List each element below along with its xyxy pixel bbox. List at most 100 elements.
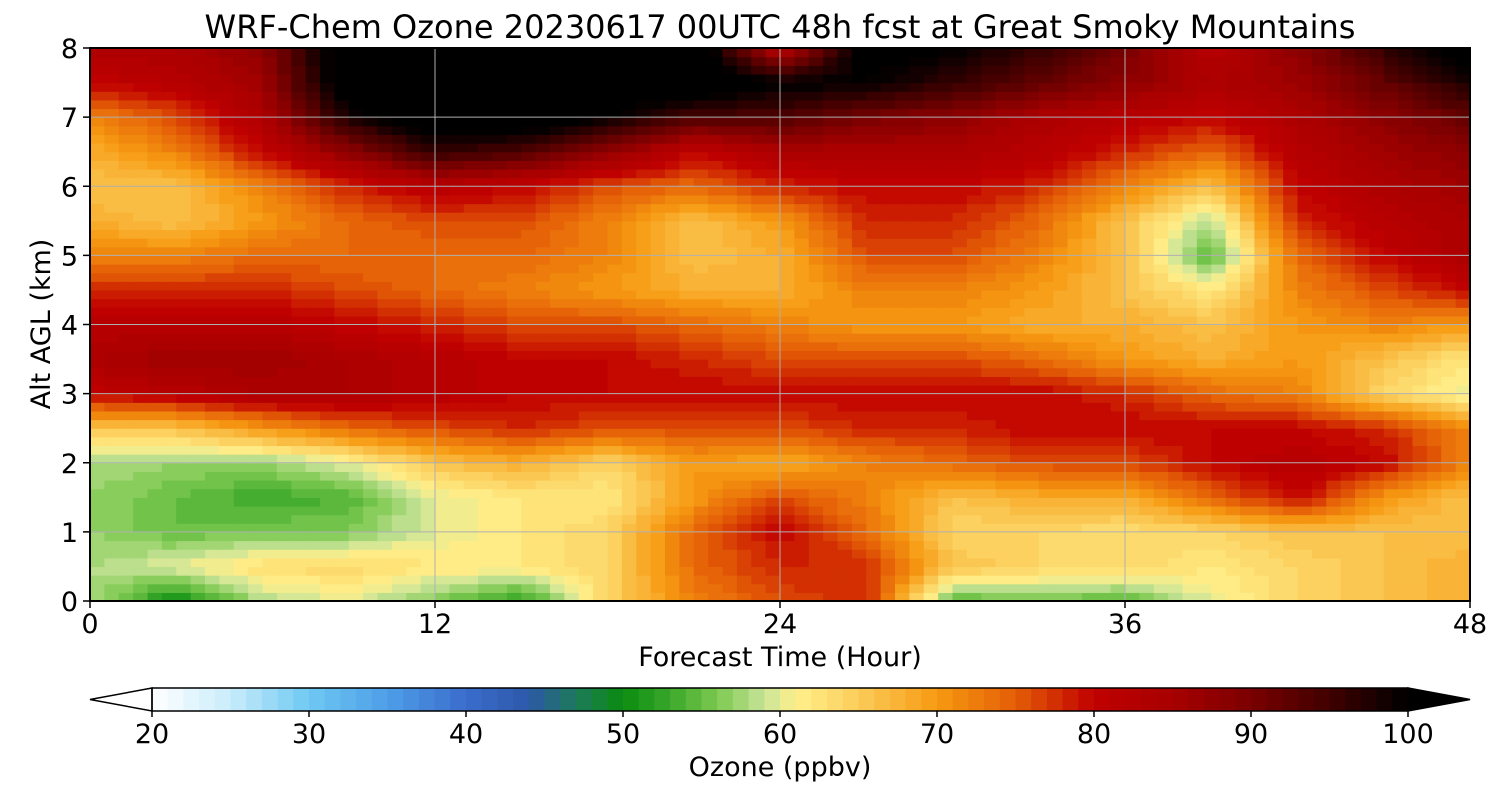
heatmap-cell [320,592,335,601]
heatmap-cell [578,488,594,498]
heatmap-cell [780,229,795,239]
heatmap-cell [320,160,335,170]
heatmap-cell [1283,160,1299,170]
heatmap-cell [938,246,954,256]
heatmap-cell [966,445,982,455]
heatmap-cell [1398,505,1414,516]
heatmap-cell [1067,212,1083,222]
heatmap-cell [90,436,105,447]
heatmap-cell [391,307,407,317]
heatmap-cell [880,497,896,507]
heatmap-cell [1067,566,1083,576]
heatmap-cell [1096,298,1112,308]
heatmap-cell [463,531,479,542]
heatmap-cell [1067,436,1083,447]
heatmap-cell [765,557,781,568]
heatmap-cell [1240,514,1255,524]
heatmap-cell [895,281,910,291]
heatmap-cell [1225,315,1241,326]
heatmap-cell [420,583,436,593]
heatmap-cell [1254,376,1270,386]
heatmap-cell [909,557,925,568]
heatmap-cell [1211,367,1227,377]
heatmap-cell [535,160,551,170]
heatmap-cell [1067,307,1083,317]
heatmap-cell [851,419,867,429]
heatmap-cell [1369,445,1385,455]
heatmap-cell [1182,531,1198,542]
heatmap-cell [880,471,896,481]
heatmap-cell [1211,436,1227,447]
heatmap-cell [1441,488,1457,498]
heatmap-cell [248,505,264,516]
heatmap-cell [981,333,997,343]
heatmap-cell [679,264,695,274]
heatmap-cell [1125,531,1140,542]
heatmap-cell [363,540,379,550]
heatmap-cell [1268,523,1284,533]
heatmap-cell [981,324,997,334]
heatmap-cell [205,514,220,524]
heatmap-cell [1024,168,1040,179]
heatmap-cell [1268,393,1284,403]
heatmap-cell [147,367,163,377]
heatmap-cell [794,410,810,421]
heatmap-cell [765,212,781,222]
heatmap-cell [190,410,206,421]
heatmap-cell [708,341,724,352]
heatmap-cell [492,410,508,421]
heatmap-cell [1412,281,1428,291]
heatmap-cell [233,229,249,239]
heatmap-cell [1355,238,1370,248]
heatmap-cell [923,281,939,291]
heatmap-cell [1441,557,1457,568]
heatmap-cell [176,402,192,412]
heatmap-cell [909,436,925,447]
heatmap-cell [952,350,968,360]
heatmap-cell [923,445,939,455]
heatmap-cell [1369,359,1385,369]
heatmap-cell [578,238,594,248]
heatmap-cell [1340,238,1356,248]
heatmap-cell [233,168,249,179]
heatmap-cell [650,298,666,308]
heatmap-cell [1455,151,1470,161]
heatmap-cell [1355,428,1370,438]
heatmap-cell [1412,514,1428,524]
heatmap-cell [291,229,307,239]
heatmap-cell [1268,402,1284,412]
heatmap-cell [981,264,997,274]
heatmap-cell [377,186,393,196]
heatmap-cell [1096,454,1112,464]
heatmap-cell [1038,445,1054,455]
heatmap-cell [147,428,163,438]
heatmap-cell [1297,428,1313,438]
heatmap-cell [478,436,494,447]
heatmap-cell [363,367,379,377]
heatmap-cell [751,549,767,559]
heatmap-cell [966,255,982,265]
heatmap-cell [1398,160,1414,170]
heatmap-cell [1211,428,1227,438]
heatmap-cell [837,324,853,334]
heatmap-cell [938,151,954,161]
heatmap-cell [995,428,1011,438]
heatmap-cell [420,376,436,386]
heatmap-cell [1225,289,1241,300]
heatmap-cell [665,384,680,395]
heatmap-cell [808,333,824,343]
heatmap-cell [952,384,968,395]
heatmap-cell [1168,289,1184,300]
heatmap-cell [435,324,450,334]
heatmap-cell [794,428,810,438]
heatmap-cell [262,186,278,196]
heatmap-cell [463,298,479,308]
heatmap-cell [1010,315,1025,326]
heatmap-cell [1110,160,1126,170]
heatmap-cell [1311,272,1327,282]
heatmap-cell [550,419,565,429]
heatmap-cell [406,445,422,455]
heatmap-cell [593,194,609,205]
heatmap-cell [276,557,292,568]
heatmap-cell [736,592,752,601]
